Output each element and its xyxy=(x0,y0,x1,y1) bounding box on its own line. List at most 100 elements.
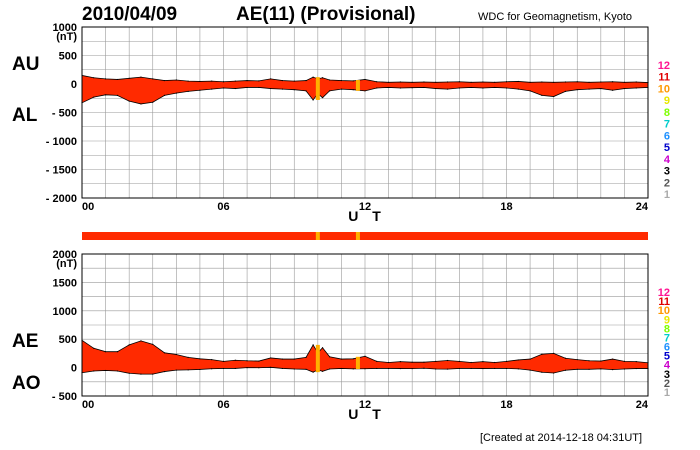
plot-title: AE(11) (Provisional) xyxy=(236,4,416,25)
legend-count-label: 6 xyxy=(664,130,670,142)
data-point-au xyxy=(553,81,555,83)
plot-frame xyxy=(81,253,649,397)
data-point-ae xyxy=(482,361,484,363)
data-point-al xyxy=(163,94,166,96)
data-point-al xyxy=(364,90,366,92)
legend-count-label: 1 xyxy=(664,189,670,201)
data-point-ao xyxy=(104,369,107,372)
x-tick-label: 00 xyxy=(82,201,94,213)
data-point-al xyxy=(623,87,626,90)
series-label-al: AL xyxy=(12,105,38,126)
data-point-ae xyxy=(576,359,578,361)
data-point-al xyxy=(387,86,390,89)
legend-count-label: 5 xyxy=(664,351,670,363)
data-point-au xyxy=(517,80,519,83)
x-tick-label: 06 xyxy=(217,399,229,411)
data-point-ao xyxy=(505,367,508,370)
data-point-au xyxy=(152,78,154,80)
data-point-au xyxy=(541,81,543,83)
data-point-au xyxy=(258,80,260,82)
data-point-ae xyxy=(470,361,472,364)
data-point-ao xyxy=(352,368,354,370)
data-point-al xyxy=(541,94,543,96)
data-point-ae xyxy=(211,359,213,361)
legend-count-label: 7 xyxy=(664,332,670,344)
data-point-ae xyxy=(163,352,166,354)
data-point-ae xyxy=(246,360,248,362)
data-point-al xyxy=(152,101,154,103)
legend-count-label: 4 xyxy=(664,360,671,372)
data-point-au xyxy=(399,81,401,83)
data-point-ao xyxy=(270,366,272,368)
quality-strip-marker xyxy=(355,232,360,240)
data-point-ae xyxy=(321,347,324,349)
data-point-ao xyxy=(140,373,142,375)
data-point-al xyxy=(175,92,177,94)
legend-count-label: 3 xyxy=(664,166,670,178)
plot-date: 2010/04/09 xyxy=(82,4,178,25)
y-tick-label: - 1500 xyxy=(46,165,77,177)
data-point-ao xyxy=(494,367,496,370)
data-point-ao xyxy=(258,367,260,369)
y-tick-label: - 2000 xyxy=(46,193,77,205)
data-point-ae xyxy=(588,360,590,362)
data-point-au xyxy=(222,81,225,83)
legend-count-label: 5 xyxy=(664,142,670,154)
data-point-au xyxy=(270,78,272,80)
data-point-al xyxy=(211,88,213,90)
data-point-au xyxy=(435,81,437,83)
data-point-ao xyxy=(482,367,484,370)
legend-count-label: 12 xyxy=(658,60,670,72)
x-tick-label: 12 xyxy=(359,201,371,213)
data-point-ae xyxy=(541,353,543,355)
area-fill-au-al xyxy=(82,75,648,104)
data-point-au xyxy=(199,80,201,83)
data-point-ao xyxy=(175,369,177,371)
data-point-au xyxy=(246,79,248,82)
data-point-ao xyxy=(564,369,567,371)
data-point-al xyxy=(517,88,519,90)
data-point-ao xyxy=(458,367,460,370)
data-point-ae xyxy=(387,361,390,364)
data-point-ae xyxy=(281,358,284,360)
series-label-ae: AE xyxy=(12,331,38,352)
data-point-ae xyxy=(258,360,260,362)
y-tick-label: 1000 xyxy=(53,22,77,34)
data-point-au xyxy=(494,81,496,83)
data-point-al xyxy=(635,87,637,89)
data-point-ao xyxy=(128,372,130,374)
data-point-ae xyxy=(529,358,531,360)
data-point-al xyxy=(352,89,354,91)
data-point-al xyxy=(423,86,425,89)
legend-count-label: 6 xyxy=(664,342,670,354)
data-point-au xyxy=(529,81,531,83)
data-point-au xyxy=(505,81,508,83)
data-point-au xyxy=(329,79,331,81)
data-point-al xyxy=(494,86,496,89)
data-point-ao xyxy=(281,367,284,370)
data-point-ae xyxy=(312,344,314,346)
data-point-al xyxy=(187,90,189,93)
data-point-ao xyxy=(529,369,531,371)
data-point-al xyxy=(246,86,248,89)
data-point-ae xyxy=(199,358,201,360)
data-point-ao xyxy=(329,368,331,370)
data-point-au xyxy=(293,80,295,82)
data-point-au xyxy=(211,80,213,82)
data-point-ao xyxy=(163,370,166,373)
data-point-au xyxy=(564,81,567,83)
data-point-ae xyxy=(116,351,118,353)
data-point-au xyxy=(305,79,307,82)
data-point-ae xyxy=(435,360,437,362)
data-point-ae xyxy=(152,343,154,345)
data-point-au xyxy=(470,81,472,83)
data-point-ae xyxy=(623,360,626,362)
data-point-ae xyxy=(612,358,614,360)
data-point-al xyxy=(340,88,343,90)
highlight-marker xyxy=(315,344,320,373)
legend-count-label: 12 xyxy=(658,287,670,299)
legend-count-label: 8 xyxy=(664,107,670,119)
data-point-al xyxy=(435,87,437,90)
data-point-au xyxy=(446,81,449,83)
